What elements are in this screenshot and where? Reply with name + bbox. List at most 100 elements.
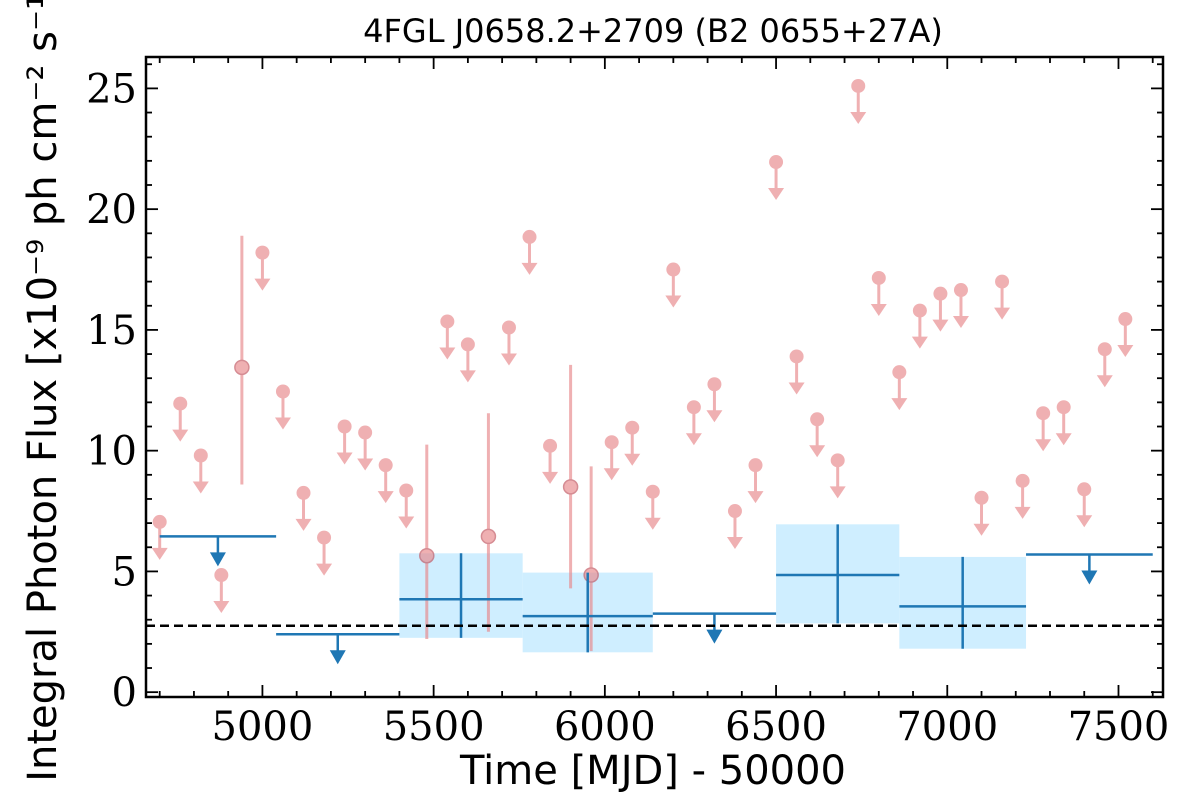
- short-bin-limit-arrowhead: [891, 398, 908, 411]
- short-bin-limit-arrowhead: [850, 111, 867, 124]
- short-bin-upper-limit: [1056, 400, 1071, 415]
- short-bin-detection: [583, 567, 599, 583]
- short-bin-limit-arrowhead: [192, 481, 209, 494]
- x-tick-label: 5000: [212, 704, 314, 750]
- short-bin-upper-limit: [296, 485, 311, 500]
- short-bin-upper-limit: [1077, 482, 1092, 497]
- short-bin-upper-limit: [810, 412, 825, 427]
- x-axis-label: Time [MJD] - 50000: [459, 748, 846, 794]
- short-bin-limit-arrowhead: [665, 295, 682, 308]
- short-bin-upper-limit: [214, 568, 229, 583]
- x-tick-label: 7500: [1068, 704, 1170, 750]
- short-bin-upper-limit: [892, 365, 907, 380]
- short-bin-limit-arrowhead: [747, 491, 764, 504]
- short-bin-upper-limit: [193, 448, 208, 463]
- short-bin-upper-limit: [522, 229, 537, 244]
- short-bin-upper-limit: [378, 458, 393, 473]
- long-bin-limit-arrowhead: [1081, 570, 1098, 585]
- short-bin-upper-limit: [460, 337, 475, 352]
- short-bin-upper-limit: [317, 530, 332, 545]
- short-bin-upper-limit: [995, 274, 1010, 289]
- short-bin-upper-limit: [1036, 406, 1051, 421]
- short-bin-limit-arrowhead: [213, 601, 230, 614]
- short-bin-limit-arrowhead: [254, 278, 271, 291]
- short-bin-limit-arrowhead: [685, 433, 702, 446]
- short-bin-limit-arrowhead: [952, 316, 969, 329]
- short-bin-limit-arrowhead: [1117, 345, 1134, 358]
- short-bin-limit-arrowhead: [624, 453, 641, 466]
- short-bin-detection: [480, 528, 497, 545]
- short-bin-limit-arrowhead: [377, 491, 394, 504]
- short-bin-limit-arrowhead: [706, 410, 723, 423]
- short-bin-upper-limit: [1015, 473, 1030, 488]
- short-bin-upper-limit: [871, 270, 886, 285]
- short-bin-limit-arrowhead: [459, 370, 476, 383]
- short-bin-limit-arrowhead: [500, 353, 517, 366]
- short-bin-limit-arrowhead: [1076, 515, 1093, 528]
- short-bin-limit-arrowhead: [274, 417, 291, 430]
- short-bin-limit-arrowhead: [316, 563, 333, 576]
- short-bin-limit-arrowhead: [542, 471, 559, 484]
- short-bin-limit-arrowhead: [398, 516, 415, 529]
- short-bin-upper-limit: [974, 490, 989, 505]
- short-bin-limit-arrowhead: [1055, 433, 1072, 446]
- short-bin-upper-limit: [173, 396, 188, 411]
- short-bin-upper-limit: [830, 453, 845, 468]
- plot-area: [146, 78, 1163, 665]
- x-tick-label: 5500: [383, 704, 485, 750]
- short-bin-limit-arrowhead: [829, 486, 846, 499]
- short-bin-upper-limit: [255, 245, 270, 260]
- short-bin-limit-arrowhead: [870, 303, 887, 316]
- x-tick-label: 7000: [896, 704, 998, 750]
- short-bin-limit-arrowhead: [1035, 439, 1052, 452]
- short-bin-limit-arrowhead: [603, 468, 620, 481]
- short-bin-limit-arrowhead: [911, 336, 928, 349]
- short-bin-upper-limit: [748, 458, 763, 473]
- short-bin-upper-limit: [501, 320, 516, 335]
- short-bin-detection: [234, 359, 250, 376]
- short-bin-limit-arrowhead: [357, 458, 374, 471]
- short-bin-upper-limit: [707, 377, 722, 392]
- short-bin-upper-limit: [604, 435, 619, 450]
- short-bin-limit-arrowhead: [295, 518, 312, 531]
- y-tick-label: 5: [112, 549, 137, 595]
- y-tick-label: 0: [112, 670, 137, 716]
- short-bin-upper-limit: [1118, 312, 1133, 327]
- short-bin-limit-arrowhead: [1014, 506, 1031, 519]
- short-bin-upper-limit: [543, 438, 558, 453]
- chart-title: 4FGL J0658.2+2709 (B2 0655+27A): [363, 12, 943, 50]
- short-bin-upper-limit: [769, 155, 784, 170]
- short-bin-upper-limit: [337, 419, 352, 434]
- short-bin-detection: [419, 547, 435, 564]
- x-tick-label: 6500: [725, 704, 827, 750]
- short-bin-upper-limit: [727, 504, 742, 519]
- short-bin-upper-limit: [399, 483, 414, 498]
- short-bin-limit-arrowhead: [521, 262, 538, 275]
- short-bin-upper-limit: [851, 78, 866, 93]
- short-bin-limit-arrowhead: [644, 517, 661, 530]
- short-bin-limit-arrowhead: [788, 382, 805, 395]
- short-bin-limit-arrowhead: [151, 547, 168, 560]
- y-tick-label: 10: [86, 429, 137, 475]
- short-bin-upper-limit: [789, 349, 804, 364]
- plot-frame: [144, 55, 1165, 699]
- long-bin-limit-arrowhead: [706, 629, 723, 644]
- short-bin-upper-limit: [912, 303, 927, 318]
- axes: 5000 5500 6000 6500 7000 7500 0 5 10 15 20 25: [86, 57, 1169, 750]
- short-bin-upper-limit: [275, 384, 290, 399]
- short-bin-limit-arrowhead: [439, 347, 456, 360]
- short-bin-limit-arrowhead: [1096, 375, 1113, 388]
- short-bin-limit-arrowhead: [726, 537, 743, 550]
- short-bin-limit-arrowhead: [172, 429, 189, 442]
- y-tick-label: 15: [86, 308, 137, 354]
- short-bin-limit-arrowhead: [994, 307, 1011, 320]
- short-bin-limit-arrowhead: [336, 452, 353, 465]
- short-bin-upper-limit: [666, 262, 681, 277]
- short-bin-limit-arrowhead: [973, 523, 990, 536]
- short-bin-detection: [562, 479, 579, 495]
- y-tick-label: 20: [86, 187, 137, 233]
- y-tick-label: 25: [86, 66, 137, 112]
- short-bin-limit-arrowhead: [809, 445, 826, 458]
- y-axis-label: Integral Photon Flux [x10⁻⁹ ph cm⁻² s⁻¹]: [20, 0, 66, 782]
